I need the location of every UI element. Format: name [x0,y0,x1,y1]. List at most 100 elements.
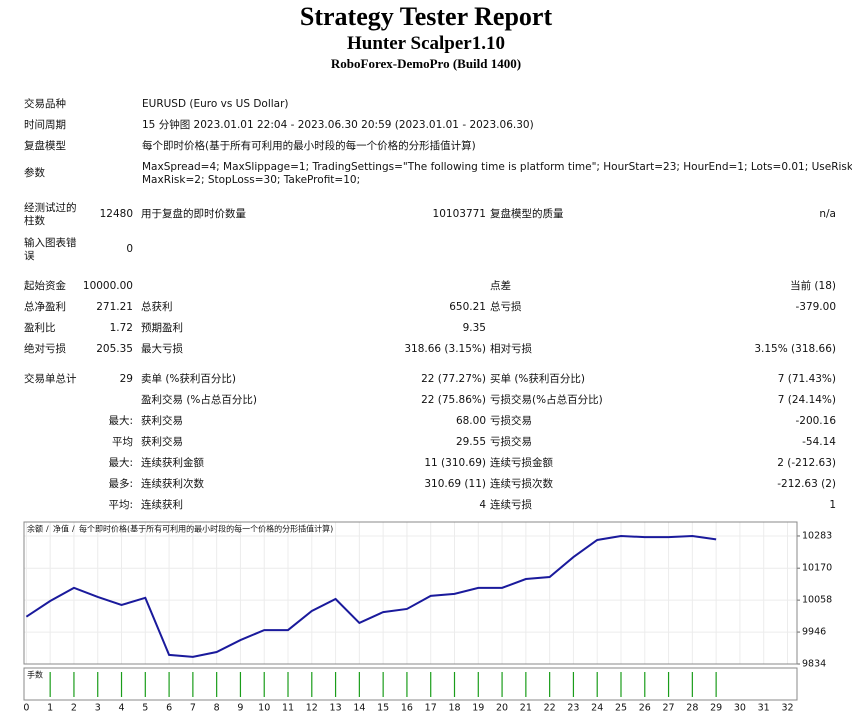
report-label: 连续亏损 [490,499,532,511]
report-label: 连续亏损金额 [490,457,553,469]
x-tick-label: 1 [47,703,53,714]
report-label: 亏损交易 [490,436,532,448]
report-label: 总净盈利 [24,301,66,313]
setting-value: 15 分钟图 2023.01.01 22:04 - 2023.06.30 20:… [142,119,534,131]
report-value: 318.66 (3.15%) [404,343,486,355]
y-tick-label: 9946 [802,627,826,638]
report-title: Strategy Tester Report [299,2,553,31]
report-label: 卖单 (%获利百分比) [141,373,237,385]
x-tick-label: 10 [258,703,270,714]
x-tick-label: 22 [544,703,556,714]
x-tick-label: 32 [781,703,793,714]
report-label: 连续获利次数 [141,478,204,490]
setting-label: 时间周期 [24,119,66,131]
legend-entry: 每个即时价格(基于所有可利用的最小时段的每一个价格的分形插值计算) [79,524,333,534]
report-label: 最大亏损 [141,343,183,355]
x-tick-label: 20 [496,703,508,714]
x-tick-label: 16 [401,703,413,714]
y-tick-label: 9834 [802,659,826,670]
report-value: 当前 (18) [790,280,836,292]
report-value: 12480 [99,208,133,220]
report-label: 连续获利金额 [141,457,204,469]
setting-value: MaxRisk=2; StopLoss=30; TakeProfit=10; [142,174,361,186]
report-value: 68.00 [455,415,486,427]
report-value: n/a [819,208,836,220]
report-label: 总获利 [141,301,173,313]
report-value: 1.72 [109,322,133,334]
setting-label: 参数 [24,167,45,179]
report-value: 最大: [108,457,133,469]
x-tick-label: 15 [377,703,389,714]
legend-sep: / [72,525,75,534]
report-label: 点差 [490,280,511,292]
plot-frame [23,521,798,665]
legend-sep: / [46,525,49,534]
report-value: -54.14 [802,436,836,448]
x-tick-label: 18 [448,703,460,714]
report-label: 预期盈利 [141,322,183,334]
x-tick-label: 13 [330,703,342,714]
server-name: RoboForex-DemoPro (Build 1400) [330,56,522,71]
legend-entry: 净值 [53,524,69,534]
x-tick-label: 8 [214,703,220,714]
x-tick-label: 4 [118,703,124,714]
report-value: -200.16 [795,415,836,427]
report-value: 1 [829,499,836,511]
report-value: 0 [126,243,133,255]
x-tick-label: 29 [710,703,722,714]
report-value: 22 (75.86%) [421,394,486,406]
report-value: 平均 [112,436,133,448]
volume-frame [23,667,798,701]
volume-label: 手数 [27,670,43,680]
setting-value: 每个即时价格(基于所有可利用的最小时段的每一个价格的分形插值计算) [142,140,476,152]
x-tick-label: 19 [472,703,484,714]
report-label: 亏损交易 [490,415,532,427]
x-tick-label: 25 [615,703,627,714]
x-tick-label: 26 [639,703,651,714]
x-tick-label: 21 [520,703,532,714]
x-tick-label: 27 [663,703,675,714]
report-value: 最大: [108,415,133,427]
report-label: 相对亏损 [490,343,532,355]
report-value: 11 (310.69) [424,457,486,469]
y-tick-label: 10058 [802,595,832,606]
report-value: 310.69 (11) [424,478,486,490]
report-value: 22 (77.27%) [421,373,486,385]
x-tick-label: 5 [142,703,148,714]
report-value: 271.21 [96,301,133,313]
report-label: 获利交易 [141,436,183,448]
report-label: 连续获利 [141,499,183,511]
x-tick-label: 11 [282,703,294,714]
report-label: 连续亏损次数 [490,478,553,490]
report-value: 9.35 [462,322,486,334]
report-label: 起始资金 [24,280,66,292]
report-label: 绝对亏损 [24,343,66,355]
report-value: 205.35 [96,343,133,355]
report-value: 10103771 [432,208,486,220]
report-label: 交易单总计 [24,373,77,385]
expert-name: Hunter Scalper1.10 [347,33,505,54]
report-value: 平均: [108,499,133,511]
x-tick-label: 12 [306,703,318,714]
legend-entry: 余额 [27,524,43,534]
x-tick-label: 30 [734,703,746,714]
report-label: 获利交易 [141,415,183,427]
setting-label: 交易品种 [24,98,66,110]
setting-label: 复盘模型 [24,140,66,152]
report-label: 用于复盘的即时价数量 [141,208,246,220]
report-value: -379.00 [795,301,836,313]
x-tick-label: 2 [71,703,77,714]
report-value: 29 [119,373,133,385]
y-tick-label: 10170 [802,563,832,574]
report-value: 2 (-212.63) [777,457,836,469]
x-tick-label: 0 [23,703,29,714]
balance-line [25,534,717,658]
report-value: 10000.00 [82,280,133,292]
report-label: 盈利比 [24,322,56,334]
report-value: 7 (24.14%) [777,394,836,406]
report-label: 经测试过的柱数 [24,202,77,227]
setting-value: MaxSpread=4; MaxSlippage=1; TradingSetti… [142,161,852,173]
report-label: 复盘模型的质量 [490,208,564,220]
x-tick-label: 24 [591,703,603,714]
